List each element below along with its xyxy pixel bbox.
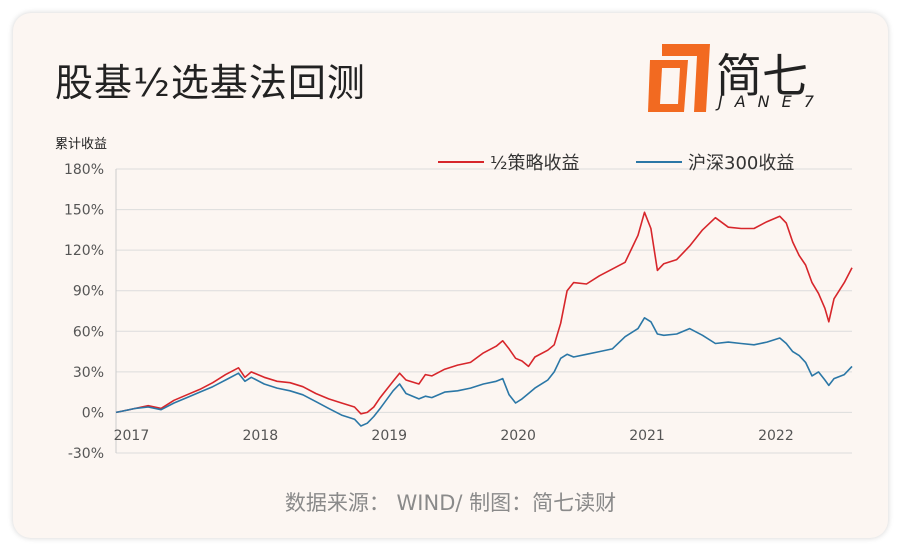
y-axis-label: 累计收益: [55, 137, 108, 152]
x-tick-label: 2019: [371, 428, 407, 444]
y-tick-label: 60%: [73, 324, 104, 340]
y-tick-label: 120%: [64, 243, 104, 259]
x-tick-label: 2018: [243, 428, 279, 444]
y-tick-label: 90%: [73, 284, 104, 300]
series-lines: [115, 211, 853, 427]
grid-lines: [115, 168, 852, 454]
logo-subtitle: JANE7: [718, 92, 826, 111]
logo-name: 简七: [716, 49, 808, 103]
y-tick-label: 30%: [73, 365, 104, 381]
y-tick-label: 150%: [64, 203, 104, 219]
y-tick-label: -30%: [68, 446, 104, 462]
page-title: 股基½选基法回测: [55, 61, 366, 105]
series-line-2: [115, 317, 853, 427]
x-tick-labels: 2017 2018 2019 2020 2021 2022: [114, 428, 794, 444]
legend-label: 沪深300收益: [688, 153, 794, 174]
legend: ½策略收益 沪深300收益: [438, 153, 794, 174]
logo-mark-icon: [648, 44, 710, 112]
y-tick-label: 180%: [64, 162, 104, 178]
x-tick-label: 2020: [500, 428, 536, 444]
x-tick-label: 2022: [758, 428, 794, 444]
series-line-1: [115, 211, 853, 415]
chart-card: [13, 13, 888, 538]
source-note: 数据来源： WIND/ 制图：简七读财: [284, 491, 617, 515]
x-tick-label: 2017: [114, 428, 150, 444]
legend-label: ½策略收益: [490, 153, 579, 174]
x-tick-label: 2021: [629, 428, 665, 444]
brand-logo: 简七 JANE7: [648, 42, 848, 114]
y-tick-labels: -30% 0% 30% 60% 90% 120% 150% 180%: [64, 162, 104, 462]
y-tick-label: 0%: [82, 405, 104, 421]
